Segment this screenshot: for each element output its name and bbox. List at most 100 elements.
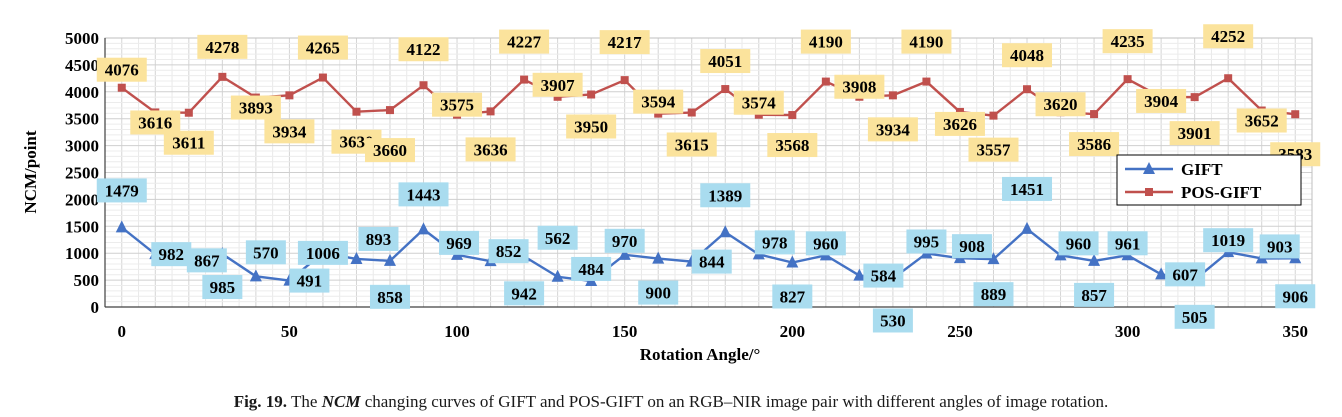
pos-gift-label-bg: [432, 92, 483, 117]
gift-data-label: 1451: [1010, 180, 1044, 199]
gift-data-label: 484: [578, 260, 604, 279]
y-axis-label: NCM/point: [21, 130, 40, 213]
pos-gift-point: [486, 107, 495, 116]
pos-gift-point: [318, 73, 327, 82]
gift-data-label: 491: [297, 272, 323, 291]
y-tick-label: 0: [91, 298, 100, 317]
legend-entry-label: GIFT: [1181, 160, 1223, 179]
gift-data-label: 995: [914, 232, 940, 251]
pos-gift-label-bg: [465, 137, 516, 162]
gift-label-bg: [1165, 262, 1206, 287]
x-axis-label: Rotation Angle/°: [640, 345, 761, 364]
pos-gift-data-label: 3636: [474, 140, 508, 159]
pos-gift-label-bg: [934, 111, 985, 136]
gift-data-label: 1443: [407, 185, 441, 204]
pos-gift-data-label: 3616: [138, 113, 172, 132]
gift-data-label: 505: [1182, 308, 1208, 327]
gift-data-label: 906: [1282, 287, 1308, 306]
gift-data-label: 607: [1172, 265, 1198, 284]
pos-gift-data-label: 3904: [1144, 92, 1179, 111]
gift-label-bg: [439, 230, 480, 255]
gift-label-bg: [754, 230, 795, 255]
pos-gift-data-label: 3950: [574, 117, 608, 136]
gift-point: [1155, 267, 1168, 280]
caption-text-post: changing curves of GIFT and POS-GIFT on …: [364, 392, 1109, 411]
legend-marker: [1145, 188, 1153, 196]
x-tick-label: 350: [1282, 322, 1308, 341]
gift-data-label: 867: [194, 251, 220, 270]
pos-gift-point: [218, 72, 227, 81]
gift-point: [853, 268, 866, 281]
pos-gift-label-bg: [1169, 121, 1220, 146]
gift-label-bg: [906, 229, 947, 254]
gift-data-label: 978: [762, 233, 788, 252]
caption-figure-number: Fig. 19.: [233, 392, 288, 411]
pos-gift-data-label: 4227: [507, 33, 542, 52]
pos-gift-point: [1023, 85, 1032, 94]
pos-gift-line: [121, 75, 1296, 117]
pos-gift-point: [385, 106, 394, 115]
gift-label-bg: [186, 248, 227, 273]
gift-label-bg: [96, 178, 147, 203]
y-tick-label: 3500: [65, 110, 99, 129]
gift-data-label: 1389: [708, 186, 742, 205]
pos-gift-label-bg: [130, 110, 181, 135]
pos-gift-point: [821, 77, 830, 86]
gift-label-bg: [571, 256, 612, 281]
gift-label-bg: [863, 263, 904, 288]
gift-label-bg: [245, 240, 286, 265]
gift-point: [350, 251, 363, 264]
gift-point: [987, 252, 1000, 265]
y-tick-label: 4500: [65, 56, 99, 75]
gift-label-bg: [1058, 231, 1099, 256]
gift-label-bg: [1275, 284, 1316, 309]
gift-point: [1021, 221, 1034, 234]
gift-data-label: 960: [1066, 234, 1092, 253]
gift-data-label: 960: [813, 234, 839, 253]
legend-marker: [1143, 162, 1155, 174]
x-tick-label: 200: [780, 322, 806, 341]
gift-data-label: 584: [871, 267, 897, 286]
gift-label-bg: [537, 225, 578, 250]
gift-label-bg: [951, 234, 992, 259]
gift-label-bg: [297, 240, 348, 265]
pos-gift-label-bg: [867, 117, 918, 142]
gift-data-label: 562: [545, 229, 571, 248]
pos-gift-point: [788, 111, 797, 120]
gift-data-label: 985: [210, 278, 236, 297]
gift-data-label: 908: [959, 237, 985, 256]
pos-gift-label-bg: [901, 29, 952, 54]
gift-point: [786, 255, 799, 268]
pos-gift-label-bg: [499, 29, 550, 54]
pos-gift-data-label: 3908: [842, 78, 876, 97]
caption-text-pre: The: [291, 392, 318, 411]
pos-gift-data-label: 3557: [976, 141, 1011, 160]
pos-gift-data-label: 4048: [1010, 46, 1044, 65]
gift-data-label: 570: [253, 243, 279, 262]
y-tick-label: 5000: [65, 29, 99, 48]
pos-gift-data-label: 3575: [440, 96, 474, 115]
y-tick-label: 1000: [65, 244, 99, 263]
pos-gift-label-bg: [96, 57, 147, 82]
gift-data-label: 827: [780, 288, 806, 307]
pos-gift-label-bg: [398, 37, 449, 62]
legend-entry-label: POS-GIFT: [1181, 183, 1262, 202]
ncm-line-chart: 0500100015002000250030003500400045005000…: [21, 24, 1321, 364]
pos-gift-data-label: 4265: [306, 39, 340, 58]
gift-point: [551, 269, 564, 282]
axes-layer: 0500100015002000250030003500400045005000…: [65, 29, 1313, 341]
pos-gift-data-label: 4190: [809, 33, 843, 52]
pos-gift-point: [989, 111, 998, 120]
gift-label-bg: [700, 183, 751, 208]
gift-point: [719, 225, 732, 238]
pos-gift-data-label: 3660: [373, 141, 407, 160]
pos-gift-data-label: 3568: [775, 136, 809, 155]
pos-gift-data-label: 3611: [172, 134, 205, 153]
gift-label-bg: [369, 284, 410, 309]
pos-gift-point: [520, 75, 529, 84]
gift-point: [249, 269, 262, 282]
x-tick-label: 300: [1115, 322, 1141, 341]
pos-gift-label-bg: [163, 130, 214, 155]
gift-label-bg: [772, 284, 813, 309]
gift-label-bg: [638, 280, 679, 305]
